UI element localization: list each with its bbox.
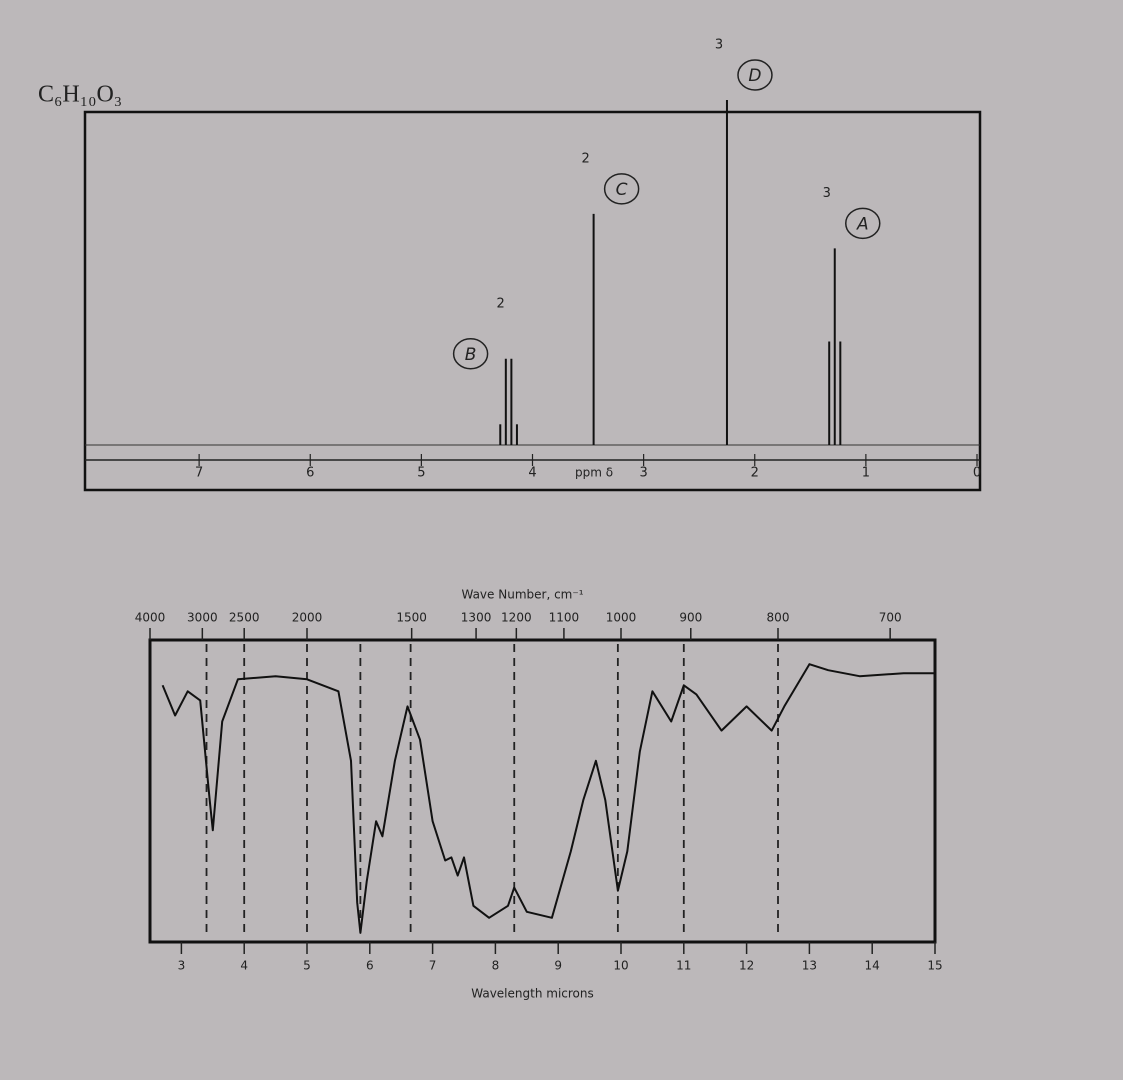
x-tick-label: 7 — [195, 466, 203, 481]
x-tick-label: 6 — [306, 466, 314, 481]
integration-label: 2 — [496, 296, 504, 311]
nmr-frame — [83, 110, 982, 492]
x2-tick-label: 1300 — [461, 611, 492, 625]
integration-label: 2 — [581, 151, 589, 166]
x-tick-label: 1 — [862, 466, 870, 481]
x-tick-label: 13 — [802, 959, 817, 973]
x-tick-label: 6 — [366, 959, 374, 973]
x-tick-label: 8 — [492, 959, 500, 973]
x2-tick-label: 4000 — [135, 611, 166, 625]
x-tick-label: 14 — [865, 959, 880, 973]
x-tick-label: 5 — [417, 466, 425, 481]
x2-tick-label: 3000 — [187, 611, 218, 625]
x2-tick-label: 800 — [767, 611, 790, 625]
x2-tick-label: 1500 — [396, 611, 427, 625]
signal-letter: B — [465, 345, 477, 365]
letter-circle — [845, 207, 881, 240]
signal-letter: D — [748, 66, 761, 86]
x-tick-label: 3 — [639, 466, 647, 481]
x-tick-label: 5 — [303, 959, 311, 973]
integration-label: 3 — [823, 186, 831, 201]
x-tick-label: 12 — [739, 959, 754, 973]
integration-label: 3 — [715, 38, 723, 53]
x-tick-label: 7 — [429, 959, 437, 973]
x2-tick-label: 1000 — [606, 611, 637, 625]
ir-frame — [148, 638, 937, 944]
x2-tick-label: 1200 — [501, 611, 532, 625]
x-tick-label: 2 — [751, 466, 759, 481]
x-tick-label: 0 — [973, 466, 981, 481]
x-tick-label: 9 — [554, 959, 562, 973]
ir-curve — [161, 663, 935, 934]
letter-circle — [452, 338, 489, 370]
x-tick-label: 4 — [240, 959, 248, 973]
x2-tick-label: 2500 — [229, 611, 260, 625]
x-tick-label: 10 — [613, 959, 628, 973]
x2-tick-label: 700 — [879, 611, 902, 625]
x-tick-label: 15 — [927, 959, 942, 973]
x-tick-label: 3 — [178, 959, 186, 973]
signal-letter: C — [616, 180, 628, 200]
x2-tick-label: 2000 — [292, 611, 323, 625]
letter-circle — [603, 173, 640, 205]
x2-tick-label: 900 — [679, 611, 702, 625]
x-tick-label: 11 — [676, 959, 691, 973]
formula: C₆H₁₀O₃ — [38, 82, 122, 108]
signal-letter: A — [856, 214, 869, 234]
x-axis-label: ppm δ — [575, 466, 613, 480]
letter-circle — [737, 59, 773, 91]
x-axis-label: Wavelength microns — [471, 987, 594, 1001]
x2-tick-label: 1100 — [549, 611, 580, 625]
x2-axis-label: Wave Number, cm⁻¹ — [461, 588, 583, 602]
x-tick-label: 4 — [528, 466, 536, 481]
